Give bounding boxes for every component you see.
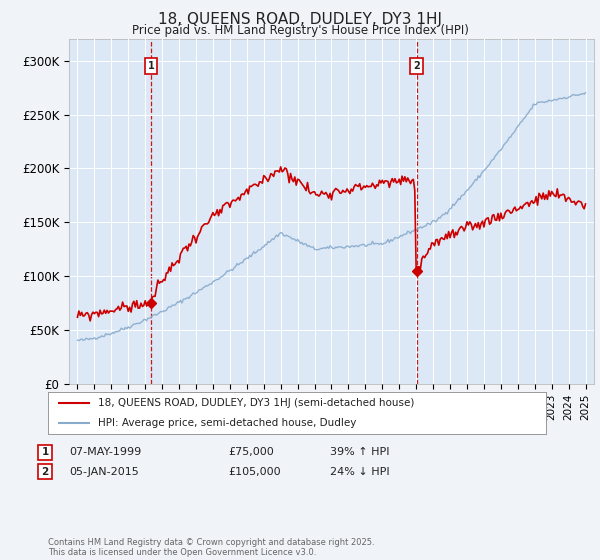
Text: 2: 2: [413, 61, 420, 71]
Text: 07-MAY-1999: 07-MAY-1999: [69, 447, 141, 458]
Text: 1: 1: [41, 447, 49, 458]
Text: Price paid vs. HM Land Registry's House Price Index (HPI): Price paid vs. HM Land Registry's House …: [131, 24, 469, 37]
Text: 1: 1: [148, 61, 155, 71]
Text: Contains HM Land Registry data © Crown copyright and database right 2025.
This d: Contains HM Land Registry data © Crown c…: [48, 538, 374, 557]
Text: 18, QUEENS ROAD, DUDLEY, DY3 1HJ (semi-detached house): 18, QUEENS ROAD, DUDLEY, DY3 1HJ (semi-d…: [98, 398, 414, 408]
Text: 2: 2: [41, 466, 49, 477]
Text: 18, QUEENS ROAD, DUDLEY, DY3 1HJ: 18, QUEENS ROAD, DUDLEY, DY3 1HJ: [158, 12, 442, 27]
Text: HPI: Average price, semi-detached house, Dudley: HPI: Average price, semi-detached house,…: [98, 418, 356, 428]
Text: 05-JAN-2015: 05-JAN-2015: [69, 466, 139, 477]
Text: £75,000: £75,000: [228, 447, 274, 458]
Text: 24% ↓ HPI: 24% ↓ HPI: [330, 466, 389, 477]
Text: £105,000: £105,000: [228, 466, 281, 477]
Text: 39% ↑ HPI: 39% ↑ HPI: [330, 447, 389, 458]
